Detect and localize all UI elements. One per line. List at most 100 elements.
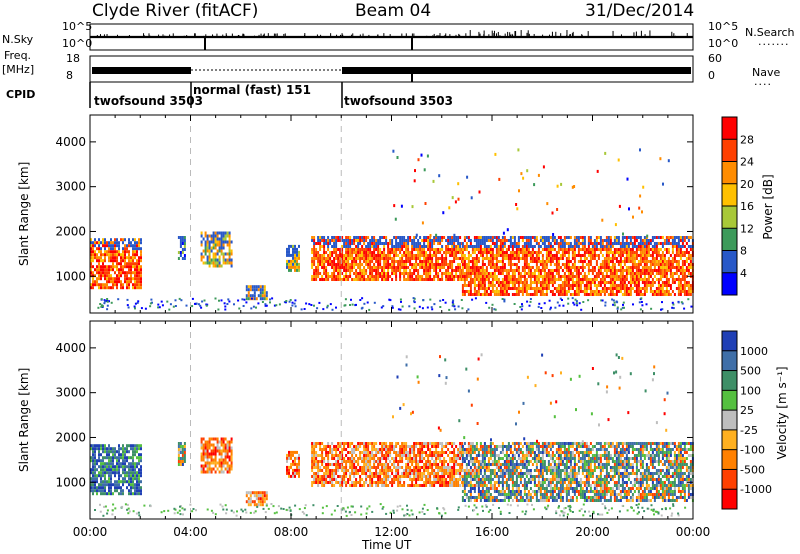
data-cell xyxy=(96,241,98,245)
data-cell xyxy=(177,448,180,451)
data-cell xyxy=(130,262,132,266)
data-cell xyxy=(439,266,442,269)
data-cell xyxy=(629,278,632,281)
data-cell xyxy=(122,447,124,451)
data-cell xyxy=(222,234,225,238)
data-cell xyxy=(259,297,262,301)
data-cell xyxy=(341,260,344,263)
data-cell xyxy=(547,251,550,254)
data-cell xyxy=(255,288,258,292)
data-cell xyxy=(609,260,612,263)
data-cell xyxy=(577,248,580,251)
data-cell xyxy=(377,248,380,251)
data-cell xyxy=(687,239,690,242)
data-cell xyxy=(643,266,646,269)
data-cell xyxy=(525,239,528,242)
data-cell xyxy=(611,284,614,287)
data-cell xyxy=(206,458,209,462)
data-cell xyxy=(389,254,392,257)
data-cell xyxy=(461,257,464,260)
data-cell xyxy=(108,453,110,457)
data-cell xyxy=(373,248,376,251)
data-cell xyxy=(345,239,348,242)
scatter-cell xyxy=(160,300,163,303)
data-cell xyxy=(589,236,592,239)
data-cell xyxy=(220,443,223,447)
data-cell xyxy=(681,284,684,287)
data-cell xyxy=(549,272,552,275)
data-cell xyxy=(489,266,492,269)
data-cell xyxy=(645,263,648,266)
data-cell xyxy=(527,287,530,290)
data-cell xyxy=(292,471,294,475)
data-cell xyxy=(296,256,298,260)
data-cell xyxy=(569,272,572,275)
data-cell xyxy=(387,269,390,272)
data-cell xyxy=(507,254,510,257)
data-cell xyxy=(230,258,233,262)
data-cell xyxy=(337,254,340,257)
data-cell xyxy=(427,275,430,278)
data-cell xyxy=(379,275,382,278)
data-cell xyxy=(124,450,126,454)
data-cell xyxy=(387,278,390,281)
data-cell xyxy=(359,475,362,478)
data-cell xyxy=(383,251,386,254)
data-cell xyxy=(405,260,408,263)
data-cell xyxy=(206,246,209,250)
data-cell xyxy=(351,257,354,260)
data-cell xyxy=(373,239,376,242)
data-cell xyxy=(343,475,346,478)
data-cell xyxy=(371,245,374,248)
data-cell xyxy=(224,458,227,462)
data-cell xyxy=(597,290,600,293)
data-cell xyxy=(108,253,110,257)
data-cell xyxy=(679,251,682,254)
data-cell xyxy=(96,447,98,451)
data-cell xyxy=(108,480,110,484)
data-cell xyxy=(181,251,184,254)
nave-tick-low: 0 xyxy=(708,69,715,82)
data-cell xyxy=(663,269,666,272)
data-cell xyxy=(222,240,225,244)
data-cell xyxy=(200,458,203,462)
data-cell xyxy=(681,272,684,275)
data-cell xyxy=(625,287,628,290)
scatter-cell xyxy=(451,301,454,304)
data-cell xyxy=(561,239,564,242)
data-cell xyxy=(585,278,588,281)
data-cell xyxy=(347,263,350,266)
data-cell xyxy=(515,263,518,266)
scatter-cell xyxy=(520,308,523,311)
data-cell xyxy=(655,248,658,251)
data-cell xyxy=(98,241,100,245)
data-cell xyxy=(112,283,114,287)
data-cell xyxy=(431,245,434,248)
data-cell xyxy=(531,275,534,278)
scatter-cell xyxy=(228,300,231,303)
data-cell xyxy=(479,236,482,239)
data-cell xyxy=(208,455,211,459)
data-cell xyxy=(214,446,217,450)
data-cell xyxy=(521,275,524,278)
data-cell xyxy=(553,275,556,278)
data-cell xyxy=(583,242,586,245)
data-cell xyxy=(481,272,484,275)
data-cell xyxy=(491,257,494,260)
data-cell xyxy=(286,459,288,463)
data-cell xyxy=(98,244,100,248)
data-cell xyxy=(447,275,450,278)
scatter-cell xyxy=(108,300,110,303)
data-cell xyxy=(132,477,134,481)
data-cell xyxy=(605,236,608,239)
data-cell xyxy=(505,293,508,296)
data-cell xyxy=(407,254,410,257)
data-cell xyxy=(333,236,336,239)
data-cell xyxy=(529,254,532,257)
data-cell xyxy=(641,293,644,296)
data-cell xyxy=(327,263,330,266)
data-cell xyxy=(469,284,472,287)
data-cell xyxy=(313,475,316,478)
data-cell xyxy=(391,484,394,487)
data-cell xyxy=(381,257,384,260)
